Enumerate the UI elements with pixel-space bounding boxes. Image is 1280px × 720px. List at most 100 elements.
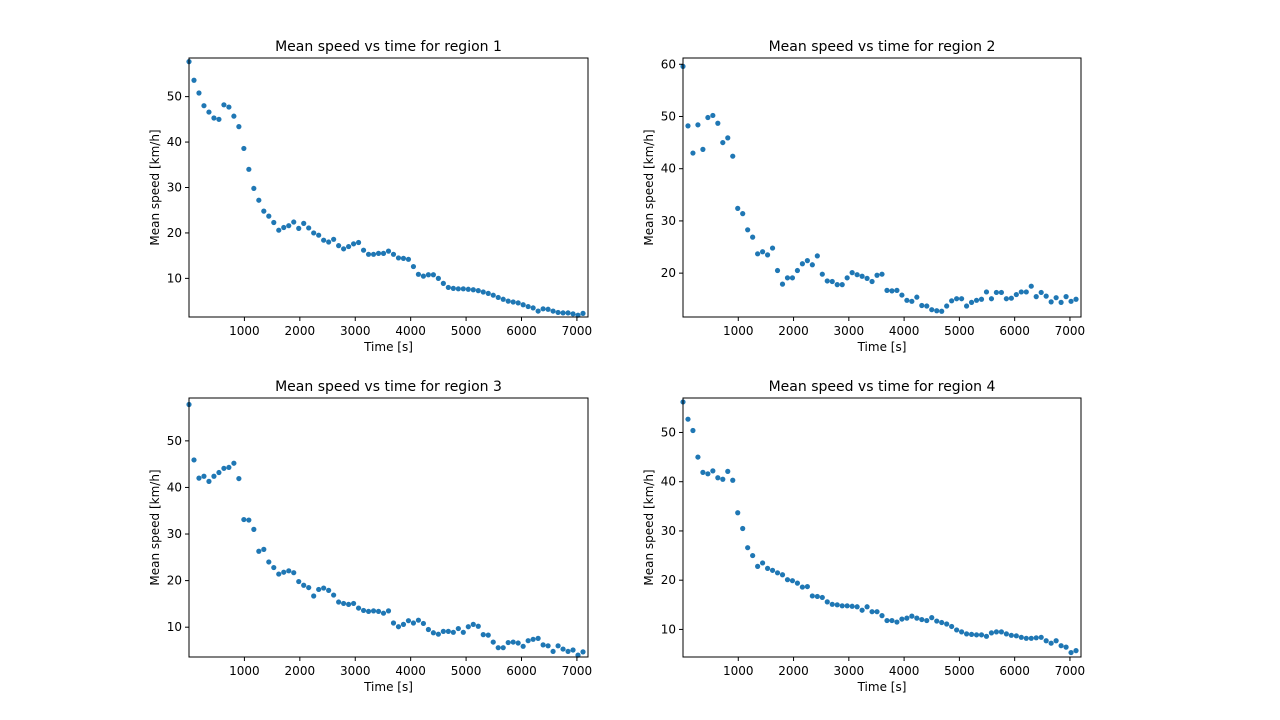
data-point (405, 618, 412, 624)
plot-frame (188, 57, 589, 318)
x-tick-label: 3000 (340, 324, 371, 338)
data-point (241, 145, 247, 152)
data-point (769, 245, 776, 251)
data-point (350, 241, 357, 247)
data-point (336, 243, 342, 249)
x-tick-label: 1000 (723, 324, 754, 338)
x-tick-label: 6000 (506, 324, 537, 338)
data-point (455, 625, 461, 632)
data-point (440, 628, 446, 634)
data-point (750, 234, 756, 240)
data-point (400, 255, 407, 261)
data-point (720, 139, 726, 146)
data-point (869, 278, 875, 285)
data-point (1063, 644, 1069, 650)
data-point (450, 629, 456, 635)
data-point (385, 608, 392, 614)
x-tick-label: 7000 (1055, 324, 1086, 338)
data-point (306, 584, 312, 591)
data-point (814, 593, 820, 600)
data-point (904, 615, 910, 621)
data-point (720, 476, 726, 482)
data-point (316, 586, 322, 593)
data-point (1013, 291, 1019, 298)
data-point (1068, 649, 1074, 656)
data-point (390, 251, 397, 257)
x-tick-label: 1000 (229, 664, 260, 678)
data-point (784, 577, 791, 583)
data-point (261, 208, 267, 214)
data-point (326, 239, 332, 245)
data-point (745, 545, 751, 551)
data-point (266, 213, 272, 219)
data-point (346, 243, 352, 250)
x-tick-label: 4000 (395, 324, 426, 338)
data-point (370, 608, 377, 614)
data-point (740, 525, 746, 532)
data-point (819, 594, 825, 601)
data-point (824, 278, 830, 284)
data-point (973, 632, 980, 638)
data-point (755, 563, 761, 570)
y-tick-label: 30 (661, 214, 676, 228)
data-point (266, 559, 272, 565)
data-point (346, 601, 352, 607)
data-point (998, 629, 1005, 635)
data-point (261, 546, 267, 552)
data-point (789, 578, 796, 584)
data-point (819, 271, 825, 277)
subplot-region-2: 1000 2000 3000 4000 5000 6000 7000 20 30 40 50 60 Me… (642, 39, 1085, 354)
data-point (685, 123, 691, 129)
x-tick-label: 7000 (562, 324, 593, 338)
data-point (954, 627, 960, 633)
data-point (286, 568, 292, 574)
data-point (929, 615, 935, 621)
data-point (515, 300, 521, 306)
data-point (580, 310, 586, 316)
data-point (959, 629, 965, 635)
data-point (375, 250, 382, 256)
data-point (710, 112, 716, 119)
data-point (1038, 289, 1044, 296)
data-point (894, 619, 900, 625)
data-point (510, 639, 516, 645)
data-point (425, 626, 431, 633)
data-point (844, 603, 850, 609)
data-point (869, 609, 875, 615)
data-point (779, 281, 786, 287)
data-point (879, 613, 885, 619)
y-tick-label: 50 (661, 109, 676, 123)
data-point (829, 278, 835, 285)
data-point (963, 631, 970, 637)
y-tick-label: 20 (661, 266, 676, 280)
data-point (380, 610, 387, 616)
data-point (968, 299, 975, 305)
data-point (784, 275, 791, 281)
data-point (425, 272, 431, 278)
data-point (415, 271, 422, 277)
data-point (774, 570, 781, 576)
x-tick-label: 3000 (340, 664, 371, 678)
data-point (735, 510, 741, 516)
y-tick-label: 10 (167, 620, 182, 634)
data-point (236, 124, 242, 130)
data-point (1018, 634, 1024, 640)
data-point (944, 303, 950, 309)
data-point (276, 571, 282, 577)
subplot-region-1: 1000 2000 3000 4000 5000 6000 7000 10 20 30 40 50 Me… (148, 39, 592, 354)
data-point (530, 636, 536, 642)
data-point (296, 578, 302, 585)
data-point (705, 114, 711, 121)
data-point (525, 638, 531, 644)
data-point (580, 649, 586, 655)
data-point (365, 251, 372, 257)
data-point (455, 286, 461, 292)
data-point (690, 150, 696, 156)
data-point (341, 246, 347, 252)
data-point (959, 296, 965, 302)
y-tick-label: 40 (661, 475, 676, 489)
data-point (844, 275, 850, 281)
data-point (799, 261, 806, 267)
y-axis-label: Mean speed [km/h] (148, 129, 162, 245)
